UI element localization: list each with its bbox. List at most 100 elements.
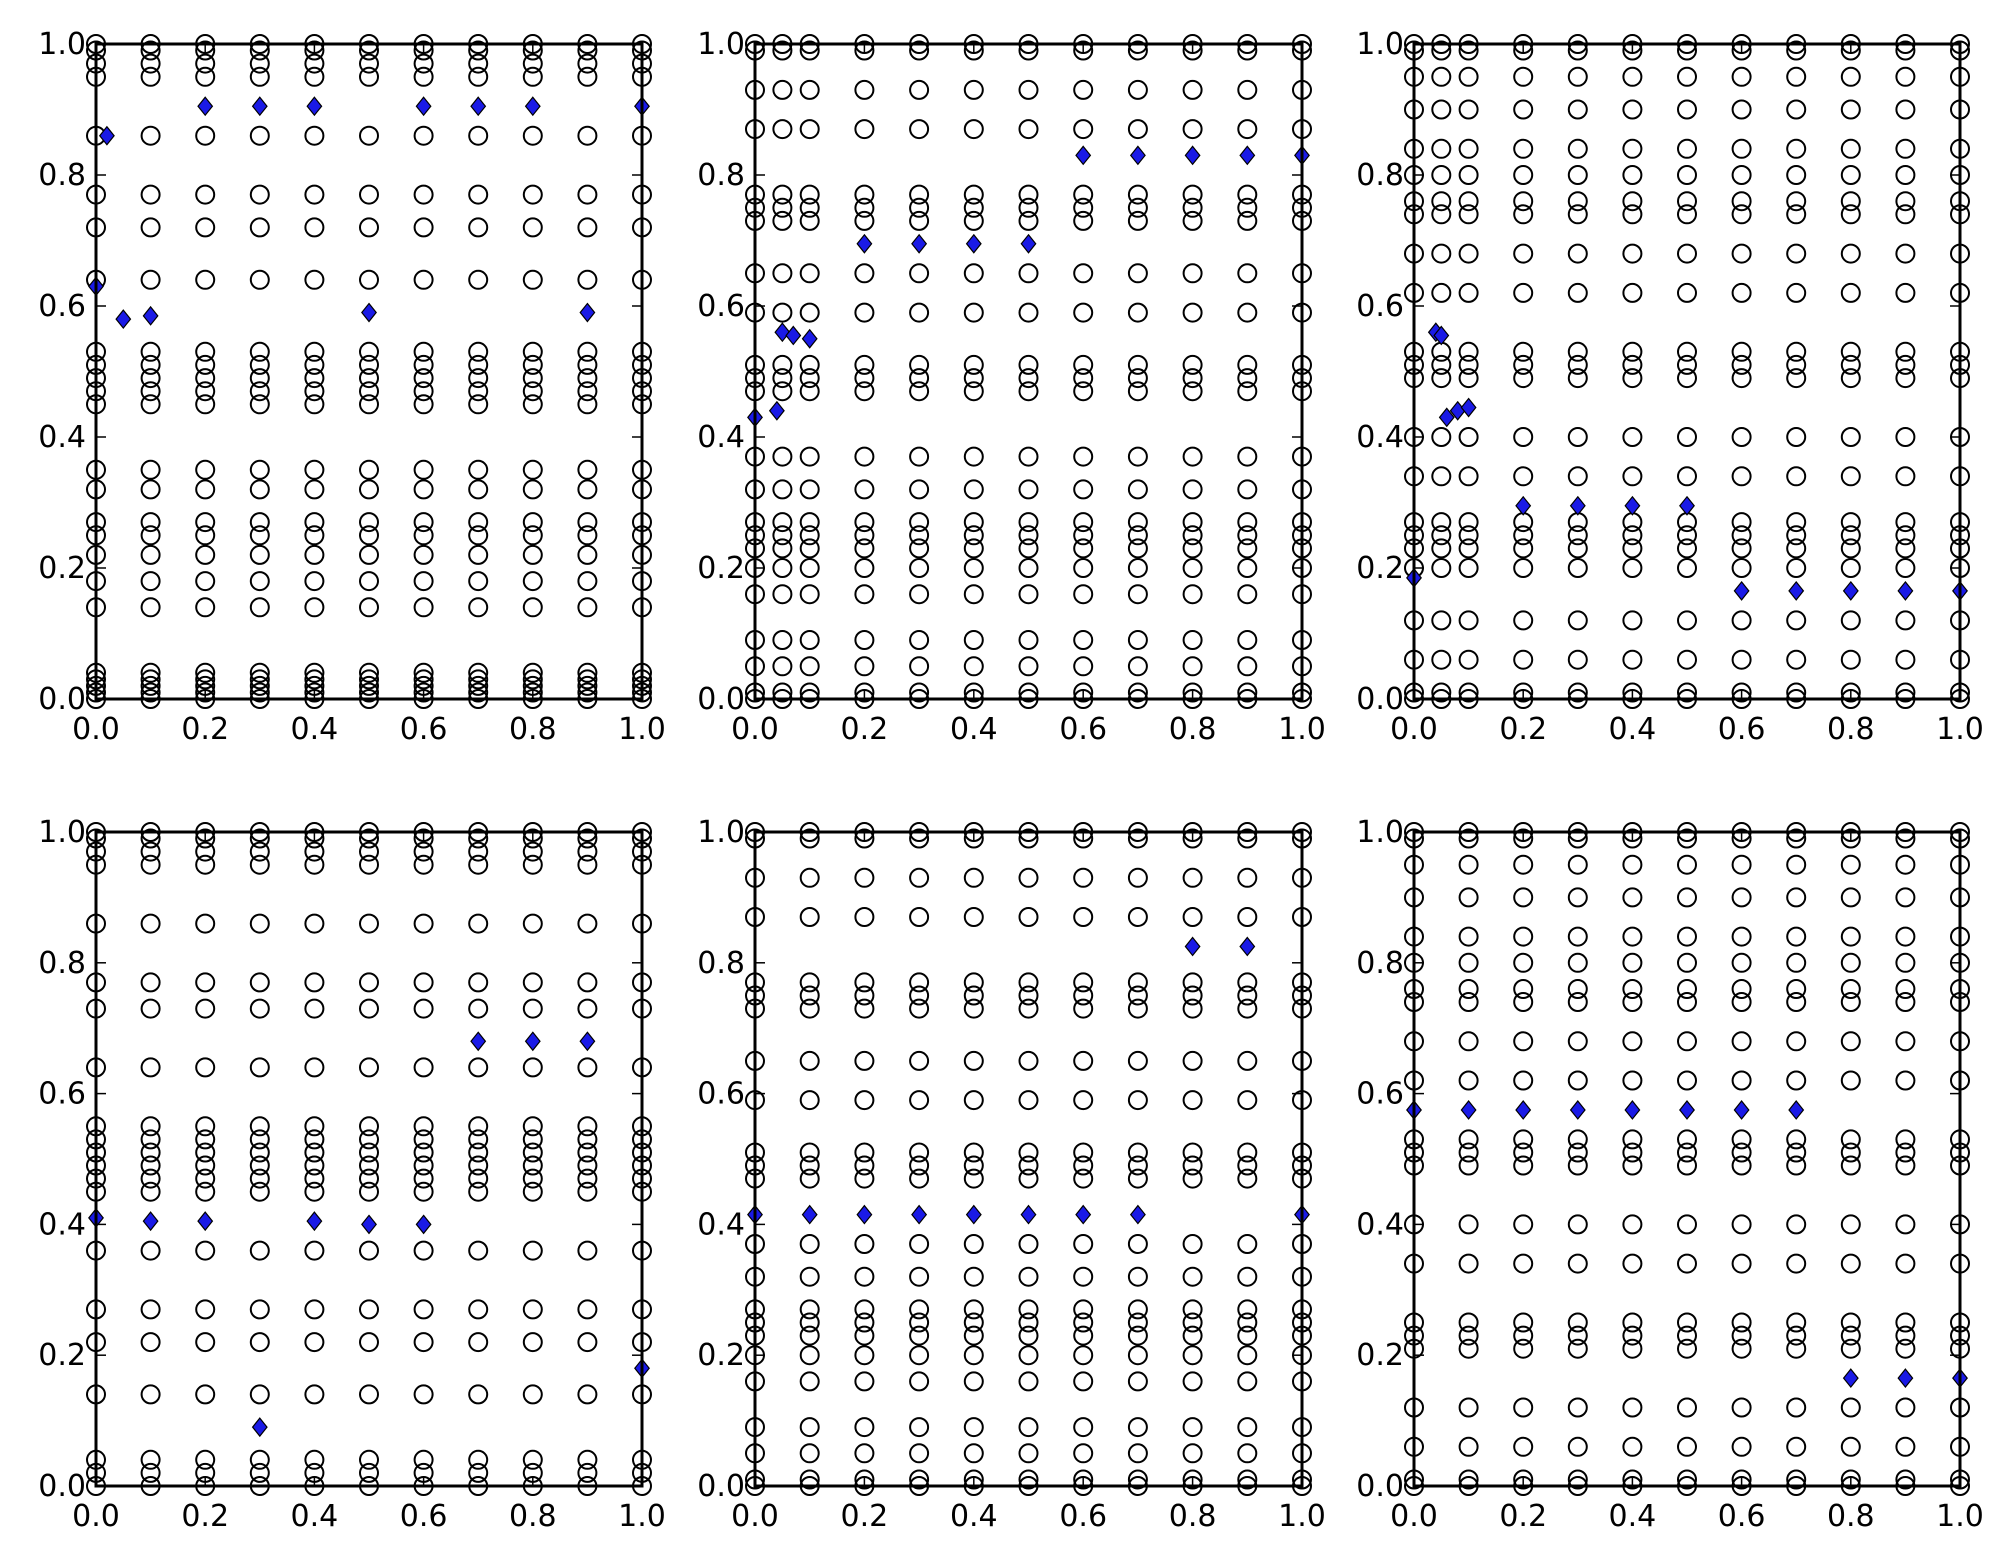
circle-point <box>140 512 161 533</box>
circle-point <box>522 662 543 683</box>
circle-point <box>1458 341 1479 362</box>
circle-point <box>249 53 270 74</box>
circle-point <box>140 669 161 690</box>
circle-point <box>1731 66 1752 87</box>
circle-point <box>1840 1436 1861 1457</box>
circle-point <box>1567 1129 1588 1150</box>
circle-point <box>359 1168 379 1189</box>
circle-point <box>249 1181 270 1202</box>
circle-point <box>1622 1214 1643 1235</box>
circle-point <box>1458 558 1479 578</box>
circle-point <box>1237 1168 1258 1189</box>
x-tick-label: 0.8 <box>1169 712 1217 747</box>
circle-point <box>1182 1168 1203 1189</box>
circle-point <box>1786 40 1807 61</box>
circle-point <box>909 119 930 140</box>
circle-point <box>1677 138 1697 159</box>
circle-point <box>304 459 325 480</box>
circle-point <box>1513 204 1534 225</box>
circle-point <box>1786 1312 1807 1333</box>
circle-point <box>909 40 930 61</box>
circle-point <box>577 525 598 546</box>
circle-point <box>140 1299 161 1320</box>
circle-point <box>1731 854 1752 875</box>
x-tick-label: 0.0 <box>731 712 779 747</box>
circle-point <box>963 512 984 533</box>
circle-point <box>963 538 984 559</box>
circle-point <box>468 53 489 74</box>
circle-point <box>1513 525 1534 546</box>
circle-point <box>854 828 875 849</box>
circle-point <box>772 512 793 533</box>
circle-point <box>1018 1371 1039 1392</box>
circle-point <box>1840 1214 1861 1235</box>
circle-point <box>1677 99 1697 120</box>
circle-point <box>359 512 379 533</box>
circle-point <box>1018 40 1039 61</box>
circle-point <box>1677 1338 1697 1359</box>
circle-point <box>249 341 270 362</box>
circle-point <box>1513 952 1534 973</box>
circle-point <box>140 66 161 87</box>
x-tick-label: 0.6 <box>400 712 448 747</box>
circle-point <box>1127 368 1148 389</box>
circle-point <box>909 302 930 323</box>
circle-point <box>1567 887 1588 908</box>
diamond-point <box>1679 1099 1695 1120</box>
circle-point <box>1073 867 1094 888</box>
diamond-point <box>1733 1099 1750 1120</box>
circle-point <box>1458 649 1479 670</box>
circle-point <box>1513 538 1534 559</box>
circle-point <box>140 354 161 375</box>
circle-point <box>909 1345 930 1366</box>
circle-point <box>249 828 270 849</box>
circle-point <box>1018 184 1039 205</box>
circle-point <box>963 985 984 1006</box>
scatter-panel-bottom-center: 0.00.0 0.2 0.2 0.4 0.4 0.6 0.6 0.8 0.8 1.0 1.0 <box>697 815 1326 1534</box>
circle-point <box>1786 1214 1807 1235</box>
diamond-point <box>1184 936 1201 957</box>
circle-point <box>1513 282 1534 303</box>
circle-point <box>304 40 325 61</box>
circle-markers <box>86 822 652 1496</box>
diamond-point <box>1733 580 1750 601</box>
y-tick-label: 0.0 <box>697 1469 745 1504</box>
circle-point <box>522 972 543 993</box>
circle-point <box>1731 887 1752 908</box>
circle-point <box>1127 682 1148 703</box>
circle-point <box>1567 282 1588 303</box>
circle-point <box>854 263 875 284</box>
circle-point <box>249 1129 270 1150</box>
circle-point <box>468 597 489 618</box>
circle-point <box>1073 210 1094 231</box>
circle-point <box>1731 1397 1752 1418</box>
circle-point <box>468 854 489 875</box>
circle-point <box>1677 649 1697 670</box>
y-tick-label: 0.2 <box>1356 551 1404 586</box>
circle-point <box>1127 40 1148 61</box>
circle-point <box>140 1057 161 1078</box>
circle-point <box>577 1057 598 1078</box>
circle-point <box>249 972 270 993</box>
circle-point <box>577 66 598 87</box>
circle-point <box>909 1312 930 1333</box>
circle-point <box>249 125 270 146</box>
circle-point <box>1431 341 1452 362</box>
circle-point <box>1840 558 1861 578</box>
circle-point <box>1513 1312 1534 1333</box>
circle-point <box>1073 630 1094 650</box>
y-tick-label: 1.0 <box>1356 815 1404 850</box>
circle-point <box>909 197 930 218</box>
diamond-point <box>965 1204 982 1225</box>
circle-point <box>1018 1142 1039 1163</box>
circle-point <box>140 854 161 875</box>
circle-point <box>1567 682 1588 703</box>
circle-point <box>1677 979 1697 999</box>
circle-point <box>1731 558 1752 578</box>
circle-point <box>1786 243 1807 264</box>
circle-point <box>1622 854 1643 875</box>
circle-point <box>249 544 270 565</box>
circle-point <box>413 269 434 290</box>
circle-point <box>1731 610 1752 631</box>
diamond-point <box>470 1031 487 1052</box>
